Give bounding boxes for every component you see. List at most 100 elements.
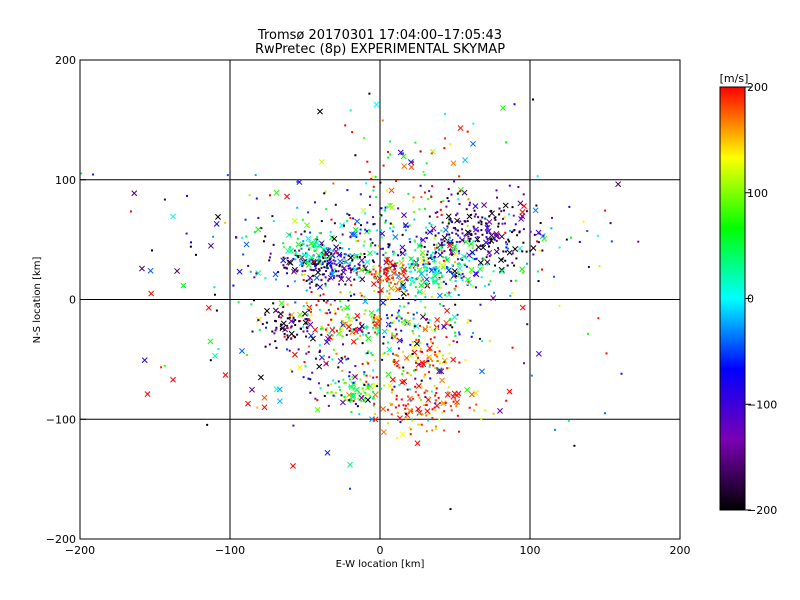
data-point [321,255,324,258]
data-point [282,264,285,267]
data-point [433,256,436,259]
data-point [371,259,374,262]
scatter-points [80,92,640,511]
data-point [434,268,437,271]
data-point [248,194,251,197]
data-point [458,273,461,276]
data-point [368,229,371,232]
data-point [288,316,291,319]
data-point [232,284,235,287]
data-point [331,358,334,361]
data-point [485,236,488,239]
data-point [423,269,426,272]
data-point [424,265,427,268]
data-point [250,303,253,306]
data-point [334,268,337,271]
data-point [404,249,407,252]
data-point [431,359,434,362]
data-point [357,239,360,242]
data-point [422,328,425,331]
data-point [359,328,362,331]
data-point [494,218,497,221]
data-point [384,267,387,270]
data-point [330,266,333,269]
data-point [215,309,218,312]
data-point [285,338,288,341]
data-point [506,247,509,250]
data-point [366,361,369,364]
data-point [286,257,289,260]
data-point [384,256,387,259]
data-point [372,390,375,393]
data-point [503,209,506,212]
data-point [251,330,254,333]
data-point [366,385,369,388]
data-point [323,266,326,269]
data-point [450,409,453,412]
data-point [348,291,351,294]
data-point [438,350,441,353]
data-point [456,258,459,261]
data-point-cross [392,233,399,240]
data-point [343,256,346,259]
data-point [398,288,401,291]
data-point [321,261,324,264]
data-point-cross [468,240,474,247]
data-point [422,170,425,173]
data-point [405,269,408,272]
data-point [407,372,410,375]
data-point [297,348,300,351]
data-point [331,269,334,272]
data-point [408,224,411,227]
data-point [347,357,350,360]
data-point [492,270,495,273]
data-point [353,328,356,331]
data-point [447,200,450,203]
data-point [379,270,382,273]
data-point [339,246,342,249]
data-point [345,358,348,361]
data-point [497,247,500,250]
data-point [292,257,295,260]
data-point [314,237,317,240]
data-point [336,251,339,254]
data-point [516,234,519,237]
data-point [330,318,333,321]
data-point-cross [290,462,296,469]
data-point [387,278,390,281]
data-point-cross [441,323,448,330]
data-point [348,264,351,267]
data-point [423,245,426,248]
data-point [379,266,382,269]
data-point [414,360,417,363]
data-point-cross [399,244,406,251]
data-point-cross [401,378,408,385]
data-point [338,386,341,389]
data-point [349,487,351,490]
data-point [254,173,257,176]
data-point [394,267,397,270]
data-point-cross [419,249,426,256]
data-point [389,203,392,206]
data-point [473,209,476,212]
data-point [459,274,462,277]
data-point [529,249,532,252]
data-point [424,262,427,265]
data-point [373,273,376,276]
data-point [368,270,371,273]
data-point [437,248,440,251]
data-point [400,329,403,332]
data-point [369,242,372,245]
data-point [397,254,400,257]
data-point [415,338,418,341]
data-point [458,262,461,265]
data-point [422,259,425,262]
data-point [307,309,310,312]
colorbar-tick-label: 200 [747,81,768,94]
data-point [358,413,361,416]
data-point [444,401,447,404]
data-point [474,286,477,289]
data-point [355,272,358,275]
data-point-cross [342,395,349,402]
